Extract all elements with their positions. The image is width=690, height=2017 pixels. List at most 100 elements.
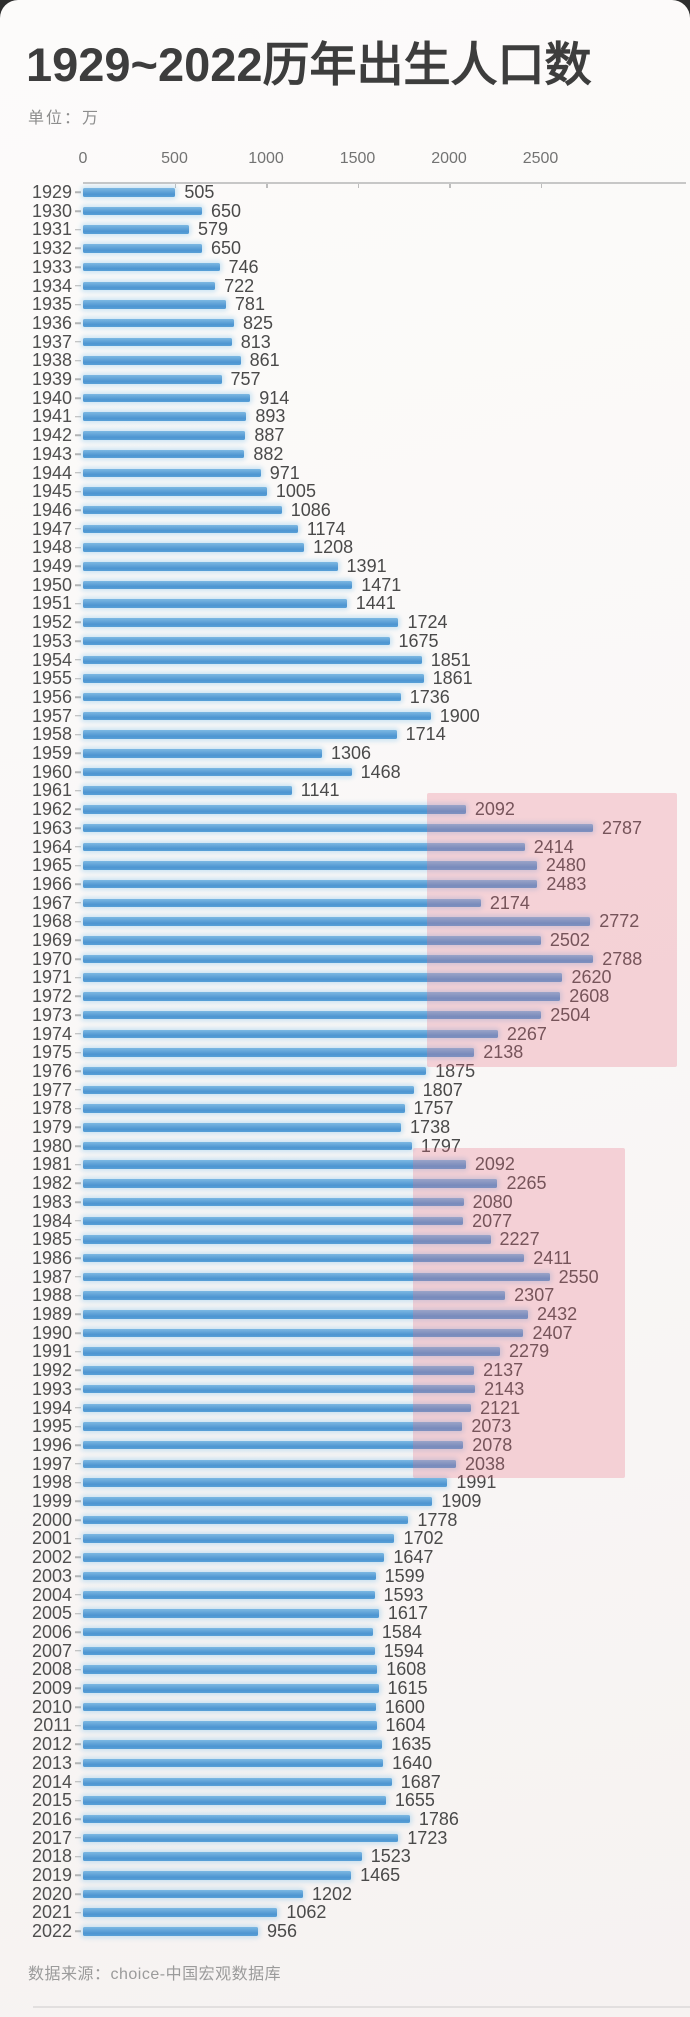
- bar-row: 1989 2432: [0, 1305, 690, 1324]
- year-label: 1964: [31, 836, 72, 857]
- value-label: 1778: [417, 1509, 458, 1530]
- year-label: 1981: [31, 1154, 72, 1175]
- bar-row: 1995 2073: [0, 1417, 690, 1436]
- year-label: 1966: [31, 873, 72, 894]
- year-label: 2001: [31, 1528, 72, 1549]
- year-label: 2006: [31, 1621, 72, 1642]
- value-label: 2267: [506, 1023, 547, 1044]
- year-label: 2015: [31, 1790, 72, 1811]
- year-tick-mark: [75, 602, 81, 605]
- bar: [83, 1627, 373, 1637]
- bar: [83, 1534, 395, 1543]
- bar: [83, 1347, 501, 1356]
- bar: [83, 1291, 506, 1300]
- bar-row: 1979 1738: [0, 1118, 690, 1137]
- year-label: 1946: [31, 499, 72, 520]
- bar-row: 1987 2550: [0, 1267, 690, 1287]
- bar-row: 1980 1797: [0, 1136, 690, 1156]
- year-label: 1944: [31, 462, 72, 483]
- year-tick-mark: [75, 1257, 81, 1259]
- bar-row: 1949 1391: [0, 557, 690, 576]
- bar: [83, 505, 282, 515]
- bar-row: 1955 1861: [0, 669, 690, 688]
- year-label: 2018: [31, 1846, 72, 1867]
- bar-row: 2009 1615: [0, 1679, 690, 1698]
- bar-row: 1934 722: [0, 276, 690, 296]
- bar-row: 2015 1655: [0, 1791, 690, 1810]
- bar: [83, 1927, 258, 1936]
- bottom-divider: [33, 2006, 690, 2008]
- value-label: 1584: [381, 1621, 422, 1642]
- bar-row: 1985 2227: [0, 1230, 690, 1249]
- year-tick-mark: [75, 1687, 81, 1690]
- year-label: 1998: [31, 1472, 72, 1493]
- bar-row: 1939 757: [0, 370, 690, 389]
- year-tick-mark: [75, 1556, 81, 1559]
- year-tick-mark: [75, 490, 81, 493]
- bar: [83, 636, 390, 646]
- bar: [83, 1029, 498, 1038]
- bar-row: 1974 2267: [0, 1023, 690, 1044]
- year-tick-mark: [75, 453, 81, 455]
- year-label: 1963: [31, 817, 72, 838]
- year-label: 1997: [31, 1453, 72, 1474]
- bar: [83, 992, 561, 1001]
- bar-row: 2011 1604: [0, 1716, 690, 1735]
- year-label: 1962: [31, 799, 72, 820]
- value-label: 2143: [484, 1378, 525, 1399]
- value-label: 1086: [290, 499, 331, 520]
- year-tick-mark: [75, 1369, 81, 1372]
- year-label: 1947: [31, 518, 72, 539]
- value-label: 1724: [407, 612, 448, 633]
- value-label: 1615: [387, 1678, 428, 1698]
- year-tick-mark: [75, 359, 81, 362]
- year-tick-mark: [75, 1911, 81, 1914]
- bar: [83, 262, 220, 272]
- x-axis-tick-mark: [449, 184, 451, 188]
- year-tick-mark: [75, 434, 81, 437]
- value-label: 2502: [549, 930, 590, 950]
- year-label: 2010: [31, 1696, 72, 1717]
- bar: [83, 1422, 463, 1431]
- bar-row: 1962 2092: [0, 800, 690, 819]
- value-label: 650: [210, 238, 241, 259]
- bar: [83, 1160, 466, 1169]
- bar: [83, 468, 261, 477]
- year-label: 1935: [31, 294, 72, 315]
- bar: [83, 1141, 412, 1151]
- year-label: 2017: [31, 1827, 72, 1848]
- bar: [83, 1179, 498, 1188]
- year-tick-mark: [75, 995, 81, 998]
- value-label: 2121: [480, 1397, 521, 1418]
- bar-row: 1948 1208: [0, 538, 690, 557]
- value-label: 813: [240, 331, 271, 352]
- year-tick-mark: [75, 1481, 81, 1484]
- year-tick-mark: [75, 1519, 81, 1521]
- year-tick-mark: [75, 1313, 81, 1316]
- bar: [83, 1048, 475, 1057]
- year-tick-mark: [75, 1893, 81, 1895]
- value-label: 971: [269, 462, 300, 483]
- value-label: 1861: [432, 668, 473, 689]
- bar-row: 1952 1724: [0, 613, 690, 632]
- bar-row: 2021 1062: [0, 1903, 690, 1922]
- bar-row: 2004 1593: [0, 1585, 690, 1605]
- chart-title: 1929~2022历年出生人口数: [26, 38, 592, 91]
- bar: [83, 786, 292, 795]
- x-axis-tick-label: 1500: [339, 150, 376, 167]
- plot-area: 0 500 1000 1500 2000 2500 1929 505 1930 650 1931 5…: [0, 150, 690, 1941]
- year-tick-mark: [75, 1463, 81, 1465]
- bar-row: 1969 2502: [0, 931, 690, 950]
- year-label: 1996: [31, 1434, 72, 1455]
- bar: [83, 1833, 399, 1843]
- year-tick-mark: [75, 1743, 81, 1746]
- value-label: 2265: [506, 1173, 547, 1194]
- bar-row: 1982 2265: [0, 1174, 690, 1193]
- year-label: 2019: [31, 1865, 72, 1885]
- year-label: 1952: [31, 612, 72, 633]
- year-tick-mark: [75, 1575, 81, 1577]
- x-axis-tick-mark: [266, 184, 268, 188]
- year-tick-mark: [75, 883, 81, 885]
- bar: [83, 337, 232, 347]
- year-label: 1971: [31, 967, 72, 988]
